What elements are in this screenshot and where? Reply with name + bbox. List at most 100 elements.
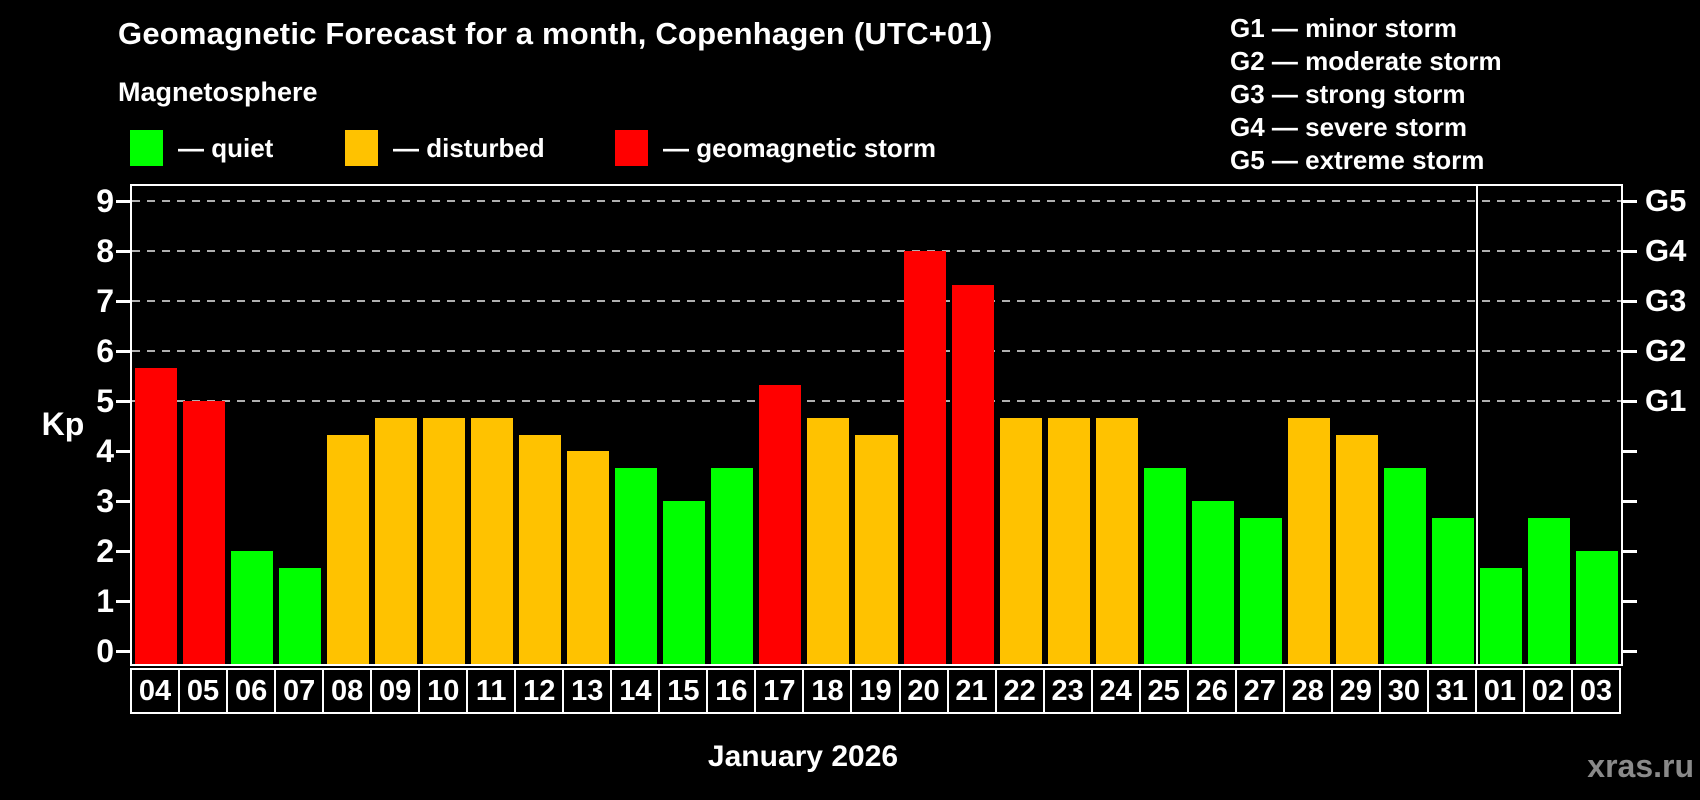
x-axis-title: January 2026 <box>707 740 899 773</box>
g-legend-line-1: G1 — minor storm <box>1230 13 1457 43</box>
day-label-25: 25 <box>1138 668 1189 714</box>
bar-day-24 <box>1095 417 1138 664</box>
legend-swatch-storm <box>615 130 648 166</box>
day-label-01: 01 <box>1474 668 1525 714</box>
g-scale-legend: G1 — minor storm G2 — moderate storm G3 — … <box>1230 12 1502 177</box>
day-label-13: 13 <box>562 668 613 714</box>
g-legend-line-4: G4 — severe storm <box>1230 112 1468 142</box>
gridline-kp8 <box>132 250 1621 252</box>
y-axis-tick-right-8 <box>1623 250 1637 253</box>
day-label-04: 04 <box>130 668 181 714</box>
day-label-18: 18 <box>802 668 853 714</box>
y-tick-label-8: 8 <box>96 233 114 269</box>
y-tick-label-7: 7 <box>96 283 114 319</box>
right-axis-label-G3: G3 <box>1645 283 1687 318</box>
legend-label-storm: — geomagnetic storm <box>663 132 937 163</box>
g-legend-line-3: G3 — strong storm <box>1230 79 1466 109</box>
y-axis-tick-left-8 <box>116 250 130 253</box>
legend-label-quiet: — quiet <box>178 132 274 163</box>
y-axis-tick-right-0 <box>1623 650 1637 653</box>
page-title: Geomagnetic Forecast for a month, Copenh… <box>118 16 993 51</box>
y-axis-tick-left-0 <box>116 650 130 653</box>
right-axis-label-G2: G2 <box>1645 333 1687 368</box>
day-label-17: 17 <box>754 668 805 714</box>
legend-item-storm: — geomagnetic storm <box>615 126 936 170</box>
y-axis-tick-left-5 <box>116 400 130 403</box>
day-label-26: 26 <box>1186 668 1237 714</box>
y-tick-label-0: 0 <box>96 633 114 669</box>
day-label-10: 10 <box>418 668 469 714</box>
legend-swatch-disturbed <box>345 130 378 166</box>
y-tick-label-3: 3 <box>96 483 114 519</box>
day-label-29: 29 <box>1330 668 1381 714</box>
month-separator-line <box>1475 186 1478 664</box>
bar-day-17 <box>759 384 802 664</box>
day-label-03: 03 <box>1570 668 1621 714</box>
gridline-kp5 <box>132 400 1621 402</box>
y-tick-label-1: 1 <box>96 583 114 619</box>
y-axis-tick-right-1 <box>1623 600 1637 603</box>
day-label-07: 07 <box>274 668 325 714</box>
bar-day-06 <box>231 551 274 664</box>
legend-item-disturbed: — disturbed <box>345 126 545 170</box>
bar-day-23 <box>1047 417 1090 664</box>
day-label-24: 24 <box>1090 668 1141 714</box>
y-axis-tick-right-6 <box>1623 350 1637 353</box>
bar-day-11 <box>471 417 514 664</box>
day-label-09: 09 <box>370 668 421 714</box>
right-axis-label-G1: G1 <box>1645 383 1687 418</box>
bar-day-18 <box>807 417 850 664</box>
y-tick-label-6: 6 <box>96 333 114 369</box>
gridline-kp6 <box>132 350 1621 352</box>
bar-day-09 <box>375 417 418 664</box>
day-label-21: 21 <box>946 668 997 714</box>
day-label-31: 31 <box>1426 668 1477 714</box>
y-axis-tick-left-9 <box>116 200 130 203</box>
y-axis-tick-left-4 <box>116 450 130 453</box>
day-label-06: 06 <box>226 668 277 714</box>
day-label-19: 19 <box>850 668 901 714</box>
day-label-05: 05 <box>178 668 229 714</box>
plot-area <box>116 184 1637 666</box>
bar-day-10 <box>423 417 466 664</box>
magnetosphere-subtitle: Magnetosphere <box>118 77 318 107</box>
legend-item-quiet: — quiet <box>130 126 273 170</box>
y-axis-tick-left-7 <box>116 300 130 303</box>
day-label-16: 16 <box>706 668 757 714</box>
bar-day-19 <box>855 434 898 664</box>
bar-day-01 <box>1479 567 1522 664</box>
gridline-kp9 <box>132 200 1621 202</box>
y-axis-tick-right-3 <box>1623 500 1637 503</box>
y-tick-label-4: 4 <box>96 433 114 469</box>
g-legend-line-2: G2 — moderate storm <box>1230 46 1502 76</box>
right-axis-label-G5: G5 <box>1645 183 1687 218</box>
day-label-08: 08 <box>322 668 373 714</box>
bar-day-02 <box>1527 517 1570 664</box>
bar-day-04 <box>135 367 178 664</box>
y-tick-label-9: 9 <box>96 183 114 219</box>
legend-swatch-quiet <box>130 130 163 166</box>
y-axis-tick-left-2 <box>116 550 130 553</box>
day-label-15: 15 <box>658 668 709 714</box>
day-label-27: 27 <box>1234 668 1285 714</box>
bar-day-29 <box>1335 434 1378 664</box>
bar-day-31 <box>1431 517 1474 664</box>
day-label-28: 28 <box>1282 668 1333 714</box>
g-legend-line-5: G5 — extreme storm <box>1230 145 1485 175</box>
y-axis-tick-right-7 <box>1623 300 1637 303</box>
y-axis-tick-right-9 <box>1623 200 1637 203</box>
y-axis-tick-left-6 <box>116 350 130 353</box>
bar-day-15 <box>663 501 706 664</box>
bar-day-03 <box>1575 551 1618 664</box>
bar-day-25 <box>1143 467 1186 664</box>
bar-day-13 <box>567 451 610 664</box>
y-tick-label-2: 2 <box>96 533 114 569</box>
day-label-11: 11 <box>466 668 517 714</box>
y-tick-label-5: 5 <box>96 383 114 419</box>
bar-day-16 <box>711 467 754 664</box>
y-axis-tick-left-3 <box>116 500 130 503</box>
bar-day-28 <box>1287 417 1330 664</box>
bar-day-07 <box>279 567 322 664</box>
day-label-02: 02 <box>1522 668 1573 714</box>
